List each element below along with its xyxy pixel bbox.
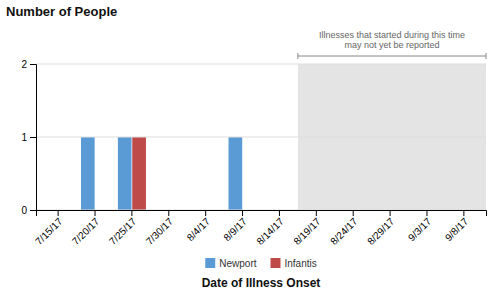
grid bbox=[36, 64, 486, 210]
bar bbox=[229, 137, 243, 210]
x-tick: 8/29/17 bbox=[365, 210, 397, 247]
y-tick: 2 bbox=[21, 59, 36, 70]
grid-line bbox=[36, 137, 486, 138]
x-axis-title: Date of Illness Onset bbox=[202, 276, 321, 290]
x-tick-mark bbox=[242, 210, 243, 216]
x-tick-label: 8/19/17 bbox=[291, 215, 323, 247]
bracket-line bbox=[486, 53, 487, 59]
x-tick-mark bbox=[279, 210, 280, 216]
y-tick-label: 1 bbox=[21, 132, 27, 143]
bracket-line bbox=[298, 56, 486, 57]
x-tick-mark bbox=[463, 210, 464, 216]
x-tick-label: 7/25/17 bbox=[107, 215, 139, 247]
y-tick-label: 0 bbox=[21, 205, 27, 216]
x-tick-mark bbox=[58, 210, 59, 216]
x-tick: 7/20/17 bbox=[70, 210, 102, 247]
y-tick-mark bbox=[30, 210, 36, 211]
x-tick-label: 8/24/17 bbox=[328, 215, 360, 247]
bars bbox=[81, 137, 242, 210]
x-tick-label: 8/29/17 bbox=[365, 215, 397, 247]
x-tick: 8/19/17 bbox=[291, 210, 323, 247]
legend-item: Infantis bbox=[271, 258, 317, 269]
y-tick: 0 bbox=[21, 205, 36, 216]
series-1 bbox=[132, 137, 146, 210]
x-tick: 8/24/17 bbox=[328, 210, 360, 247]
x-tick-mark bbox=[131, 210, 132, 216]
x-tick-label: 7/15/17 bbox=[33, 215, 65, 247]
bar bbox=[132, 137, 146, 210]
y-axis: 0 1 2 bbox=[21, 59, 36, 216]
x-tick-label: 9/8/17 bbox=[443, 215, 471, 243]
bar bbox=[118, 137, 132, 210]
plot-area: 0 1 2 7/15/177/20/177/25/177/30/17 8/4/17 8/9… bbox=[21, 59, 486, 247]
bracket-line bbox=[297, 53, 298, 59]
legend: Newport Infantis bbox=[205, 258, 317, 269]
x-tick: 9/3/17 bbox=[406, 210, 434, 243]
legend-swatch bbox=[271, 258, 281, 268]
x-tick-mark bbox=[95, 210, 96, 216]
annotation: Illnesses that started during this timem… bbox=[319, 30, 465, 50]
x-tick-mark bbox=[426, 210, 427, 216]
legend-label: Newport bbox=[219, 258, 256, 269]
x-tick-mark bbox=[205, 210, 206, 216]
x-tick-label: 8/9/17 bbox=[221, 215, 249, 243]
y-tick-label: 2 bbox=[21, 59, 27, 70]
chart: 0 1 2 7/15/177/20/177/25/177/30/17 8/4/17 8/9… bbox=[0, 0, 500, 292]
x-tick-label: 7/30/17 bbox=[144, 215, 176, 247]
x-tick: 8/14/17 bbox=[254, 210, 286, 247]
x-tick-mark bbox=[316, 210, 317, 216]
y-tick: 1 bbox=[21, 132, 36, 143]
x-tick-label: 8/4/17 bbox=[185, 215, 213, 243]
x-tick-label: 9/3/17 bbox=[406, 215, 434, 243]
x-tick: 7/15/17 bbox=[33, 210, 65, 247]
x-tick-label: 7/20/17 bbox=[70, 215, 102, 247]
legend-label: Infantis bbox=[285, 258, 317, 269]
x-tick-label: 8/14/17 bbox=[254, 215, 286, 247]
y-tick-mark bbox=[30, 64, 36, 65]
x-tick: 8/4/17 bbox=[185, 210, 213, 243]
series-0 bbox=[81, 137, 242, 210]
x-tick: 7/30/17 bbox=[144, 210, 176, 247]
x-axis-line bbox=[37, 211, 487, 217]
y-tick-mark bbox=[30, 137, 36, 138]
x-axis: 7/15/177/20/177/25/177/30/17 8/4/17 8/9/17… bbox=[33, 210, 486, 247]
bar bbox=[81, 137, 95, 210]
y-axis-line bbox=[30, 65, 37, 211]
annotation-bracket bbox=[298, 53, 486, 59]
grid-line bbox=[36, 64, 486, 65]
legend-item: Newport bbox=[205, 258, 256, 269]
x-tick: 9/8/17 bbox=[443, 210, 471, 243]
x-tick: 7/25/17 bbox=[107, 210, 139, 247]
title: Number of People bbox=[6, 4, 117, 19]
legend-swatch bbox=[205, 258, 215, 268]
x-tick-mark bbox=[168, 210, 169, 216]
x-tick: 8/9/17 bbox=[221, 210, 249, 243]
x-tick-mark bbox=[353, 210, 354, 216]
x-tick-mark bbox=[390, 210, 391, 216]
